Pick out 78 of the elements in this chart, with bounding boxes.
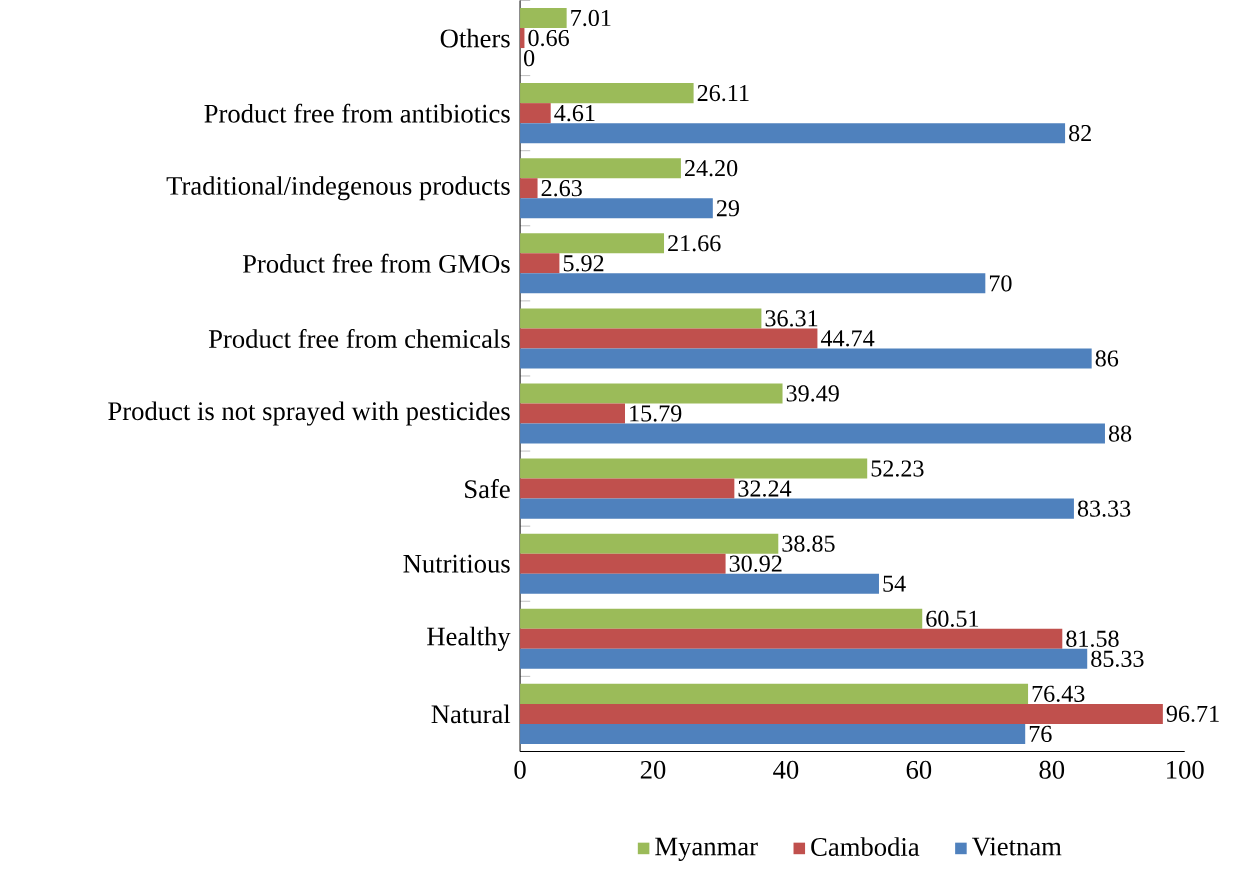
bar — [520, 573, 879, 594]
data-label: 36.31 — [765, 310, 818, 327]
y-tick-label: Product free from antibiotics — [204, 103, 510, 123]
y-tick-label: Safe — [465, 479, 510, 499]
y-tick-label: Product free from GMOs — [242, 253, 510, 273]
x-tick-label: 0 — [514, 760, 526, 779]
bar — [520, 83, 694, 104]
bar — [520, 423, 1105, 444]
y-tick-label: Traditional/indegenous products — [166, 176, 510, 201]
data-label: 76.43 — [1032, 685, 1085, 703]
data-label: 81.58 — [1066, 630, 1119, 648]
x-tick-label: 40 — [773, 760, 799, 779]
bar — [520, 103, 551, 124]
bar — [520, 308, 762, 329]
data-label: 21.66 — [668, 235, 721, 252]
x-tick-label: 20 — [640, 760, 666, 779]
bar — [520, 498, 1074, 519]
data-label: 88 — [1108, 425, 1132, 442]
data-label: 2.63 — [541, 180, 582, 197]
bar — [520, 198, 713, 219]
bar — [520, 648, 1088, 669]
bar — [520, 123, 1066, 144]
y-tick-label: Natural — [431, 704, 511, 724]
data-label: 39.49 — [786, 385, 839, 402]
y-tick-label: Nutritious — [403, 554, 510, 573]
data-label: 26.11 — [697, 85, 749, 102]
bar — [520, 724, 1026, 745]
bar — [520, 403, 626, 424]
bar — [520, 158, 681, 179]
data-label: 82 — [1069, 125, 1091, 142]
bar — [520, 233, 665, 254]
legend-label: Myanmar — [655, 837, 758, 861]
data-label: 24.20 — [685, 160, 738, 177]
x-tick-label: 100 — [1167, 760, 1204, 779]
data-label: 15.79 — [630, 405, 682, 422]
data-label: 60.51 — [926, 610, 979, 628]
data-label: 85.33 — [1091, 650, 1144, 668]
bar — [520, 553, 726, 574]
bar — [520, 533, 779, 554]
bar — [520, 8, 567, 29]
bar — [520, 458, 868, 479]
data-label: 76 — [1029, 725, 1052, 743]
data-label: 29 — [716, 200, 739, 217]
data-label: 44.74 — [820, 330, 875, 347]
data-label: 0 — [524, 50, 535, 67]
bar — [520, 178, 538, 199]
legend-label: Vietnam — [972, 837, 1062, 856]
x-tick-label: 60 — [906, 760, 932, 779]
data-label: 54 — [883, 575, 906, 592]
data-label: 52.23 — [871, 460, 924, 477]
data-label: 38.85 — [782, 535, 835, 552]
bar — [520, 348, 1092, 369]
data-label: 5.92 — [563, 255, 604, 272]
data-label: 32.24 — [738, 480, 792, 497]
bar — [520, 683, 1029, 704]
data-label: 7.01 — [571, 9, 611, 27]
data-label: 0.66 — [528, 29, 569, 47]
data-label: 30.92 — [729, 555, 782, 572]
y-tick-label: Product free from chemicals — [208, 329, 510, 349]
data-label: 96.71 — [1166, 705, 1219, 723]
bar — [520, 253, 560, 274]
y-tick-label: Others — [440, 28, 510, 48]
x-tick-label: 80 — [1039, 760, 1065, 779]
bar — [520, 28, 525, 49]
bar — [520, 628, 1063, 649]
legend-label: Cambodia — [811, 837, 920, 857]
bar — [520, 328, 818, 349]
bar — [520, 608, 923, 629]
bar — [520, 703, 1163, 724]
data-label: 4.61 — [554, 105, 595, 122]
data-label: 86 — [1095, 350, 1119, 367]
data-label: 70 — [989, 275, 1012, 292]
y-tick-label: Product is not sprayed with pesticides — [108, 401, 510, 426]
bar — [520, 273, 986, 294]
y-tick-label: Healthy — [427, 626, 511, 651]
data-label: 83.33 — [1077, 500, 1131, 517]
bar — [520, 383, 783, 404]
bar — [520, 478, 735, 499]
